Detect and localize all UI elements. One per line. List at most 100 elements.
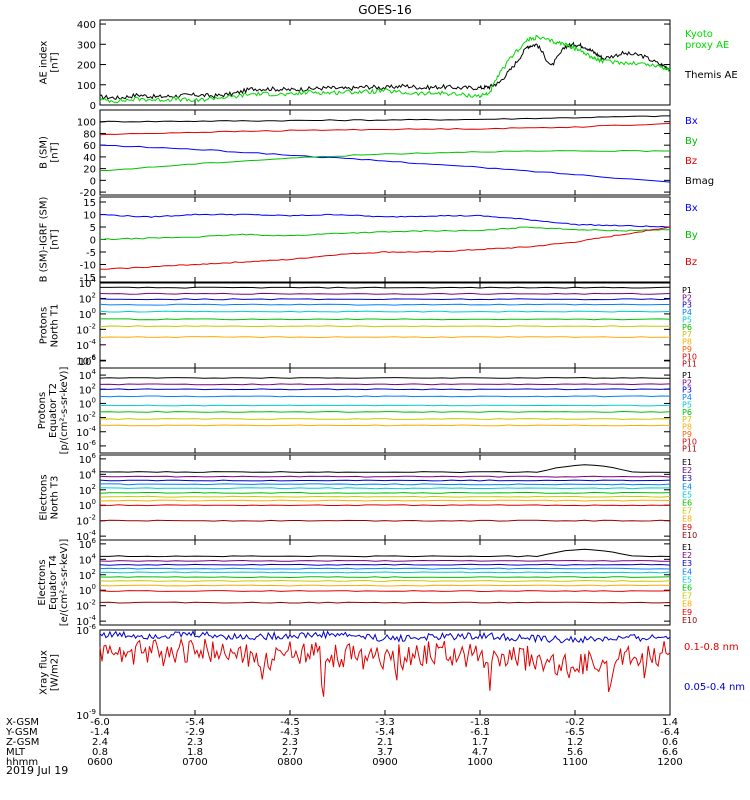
electrons-t3-trace-e9 [99, 504, 671, 507]
protons-t1-legend-p9: P9 [682, 345, 692, 354]
protons-t2-ytick-label: 104 [79, 368, 97, 382]
electrons-t3-legend-e5: E5 [682, 490, 692, 499]
x-tick-value: 1.2 [567, 737, 583, 748]
x-tick-value: 3.7 [377, 747, 393, 758]
electrons-t3-legend-e10: E10 [682, 531, 697, 540]
bsm-series-bmag [99, 115, 670, 123]
bsm-frame [99, 109, 671, 196]
x-axis-row-label: hhmm [6, 757, 38, 768]
electrons-t4-ytick-label: 106 [79, 537, 97, 551]
bigrf-ylabel: [nT] [50, 229, 61, 249]
protons-t1-trace-p1 [100, 286, 671, 289]
x-tick-value: 2.4 [92, 737, 108, 748]
protons-t2-legend-p1: P1 [682, 371, 692, 380]
electrons-t3-trace-e4 [100, 483, 671, 486]
protons-t1-trace-p7 [99, 325, 671, 328]
bigrf-ytick-label: 5 [90, 223, 96, 234]
x-tick-value: -4.3 [280, 727, 300, 738]
electrons-t4-ytick-label: 10-2 [76, 599, 96, 613]
electrons-t3-trace-e5 [99, 487, 671, 490]
xray-series-0-1-0-8-nm [99, 630, 671, 644]
bigrf-series-bz [99, 226, 671, 270]
electrons-t4-trace-e6 [99, 576, 671, 579]
protons-t2-ytick-label: 10-6 [76, 439, 96, 453]
protons-t1-ytick-label: 10-2 [76, 322, 96, 336]
x-tick-value: -1.4 [90, 727, 110, 738]
ae-ytick-label: 200 [77, 61, 96, 72]
protons-t2-legend-p7: P7 [682, 415, 692, 424]
protons-t2-ylabel: Protons [37, 392, 48, 429]
protons-t2-trace-p3 [99, 388, 671, 391]
bigrf-ytick-label: 0 [90, 236, 96, 247]
electrons-t4-legend-e4: E4 [682, 567, 692, 576]
protons-t2-legend-p4: P4 [682, 393, 692, 402]
bigrf-ytick-label: -10 [80, 261, 96, 272]
electrons-t4-ytick-label: 104 [79, 552, 97, 566]
bsm-ytick-label: 0 [90, 176, 96, 187]
protons-t2-legend-p11: P11 [682, 445, 697, 454]
ae-ytick-label: 400 [77, 20, 96, 31]
electrons-t4-legend-e1: E1 [682, 543, 692, 552]
ae-ylabel: AE index [39, 41, 50, 85]
electrons-t4-ylabel: [e/(cm²-s-sr-keV)] [59, 539, 70, 627]
protons-t2-legend-p3: P3 [682, 386, 692, 395]
protons-t1-ylabel: North T1 [50, 304, 61, 348]
protons-t2-ytick-label: 106 [79, 354, 97, 368]
protons-t1-ytick-label: 100 [79, 307, 96, 321]
x-tick-value: 5.6 [567, 747, 583, 758]
protons-t2-ylabel: Equator T2 [48, 383, 59, 438]
bsm-label-2: Bz [685, 156, 697, 167]
protons-t2-legend-p5: P5 [682, 400, 692, 409]
ae-series-themis-ae [99, 41, 671, 101]
date-label: 2019 Jul 19 [6, 764, 68, 777]
bigrf-frame [99, 196, 671, 283]
protons-t2-legend-p9: P9 [682, 430, 692, 439]
electrons-t3-trace-e2 [99, 475, 671, 478]
bsm-label-3: Bmag [685, 176, 714, 187]
x-tick-value: 1200 [657, 757, 682, 768]
bigrf-ytick-label: 15 [83, 198, 96, 209]
x-axis-row-label: X-GSM [6, 717, 39, 728]
x-tick-value: -2.9 [185, 727, 205, 738]
x-tick-value: 0.8 [92, 747, 108, 758]
protons-t2-trace-p4 [99, 395, 671, 398]
protons-t2-ytick-label: 102 [79, 382, 96, 396]
bsm-ytick-label: 60 [83, 141, 96, 152]
protons-t2-legend-p6: P6 [682, 408, 692, 417]
protons-t1-legend-p7: P7 [682, 330, 692, 339]
electrons-t4-legend-e5: E5 [682, 575, 692, 584]
bsm-label-1: By [685, 136, 698, 147]
protons-t1-trace-p3 [99, 298, 671, 301]
electrons-t3-ytick-label: 106 [79, 452, 97, 466]
x-tick-value: 0600 [87, 757, 112, 768]
x-tick-value: 2.1 [377, 737, 393, 748]
x-tick-value: 1.7 [472, 737, 488, 748]
protons-t1-legend-p6: P6 [682, 323, 692, 332]
bigrf-label-0: Bx [685, 203, 698, 214]
xray-label-1: 0.05-0.4 nm [684, 682, 745, 693]
protons-t2-ytick-label: 10-4 [76, 425, 96, 439]
xray-ytick-label: 10-6 [76, 623, 96, 637]
protons-t2-frame [99, 367, 671, 454]
bsm-ylabel: B (SM) [39, 136, 50, 169]
ae-ytick-label: 100 [77, 81, 96, 92]
electrons-t4-trace-e7 [99, 579, 671, 582]
electrons-t3-legend-e1: E1 [682, 458, 692, 467]
electrons-t4-trace-e3 [99, 563, 671, 566]
protons-t2-trace-p7 [99, 418, 671, 420]
figure-title: GOES-16 [358, 3, 412, 17]
protons-t1-trace-p6 [100, 318, 671, 321]
electrons-t4-ytick-label: 100 [79, 583, 96, 597]
protons-t2-trace-p5 [99, 404, 671, 407]
protons-t2-legend-p2: P2 [682, 378, 692, 387]
x-tick-value: 1.4 [662, 717, 678, 728]
protons-t1-legend-p5: P5 [682, 315, 692, 324]
xray-series-0-05-0-4-nm [99, 637, 671, 697]
ae-ytick-label: 300 [77, 40, 96, 51]
protons-t1-ylabel: Protons [39, 307, 50, 344]
electrons-t4-ytick-label: 102 [79, 568, 96, 582]
electrons-t3-legend-e2: E2 [682, 466, 692, 475]
electrons-t4-legend-e8: E8 [682, 600, 692, 609]
electrons-t3-legend-e6: E6 [682, 499, 692, 508]
protons-t2-ylabel: [p/(cm²-s-sr-keV)] [59, 367, 70, 455]
